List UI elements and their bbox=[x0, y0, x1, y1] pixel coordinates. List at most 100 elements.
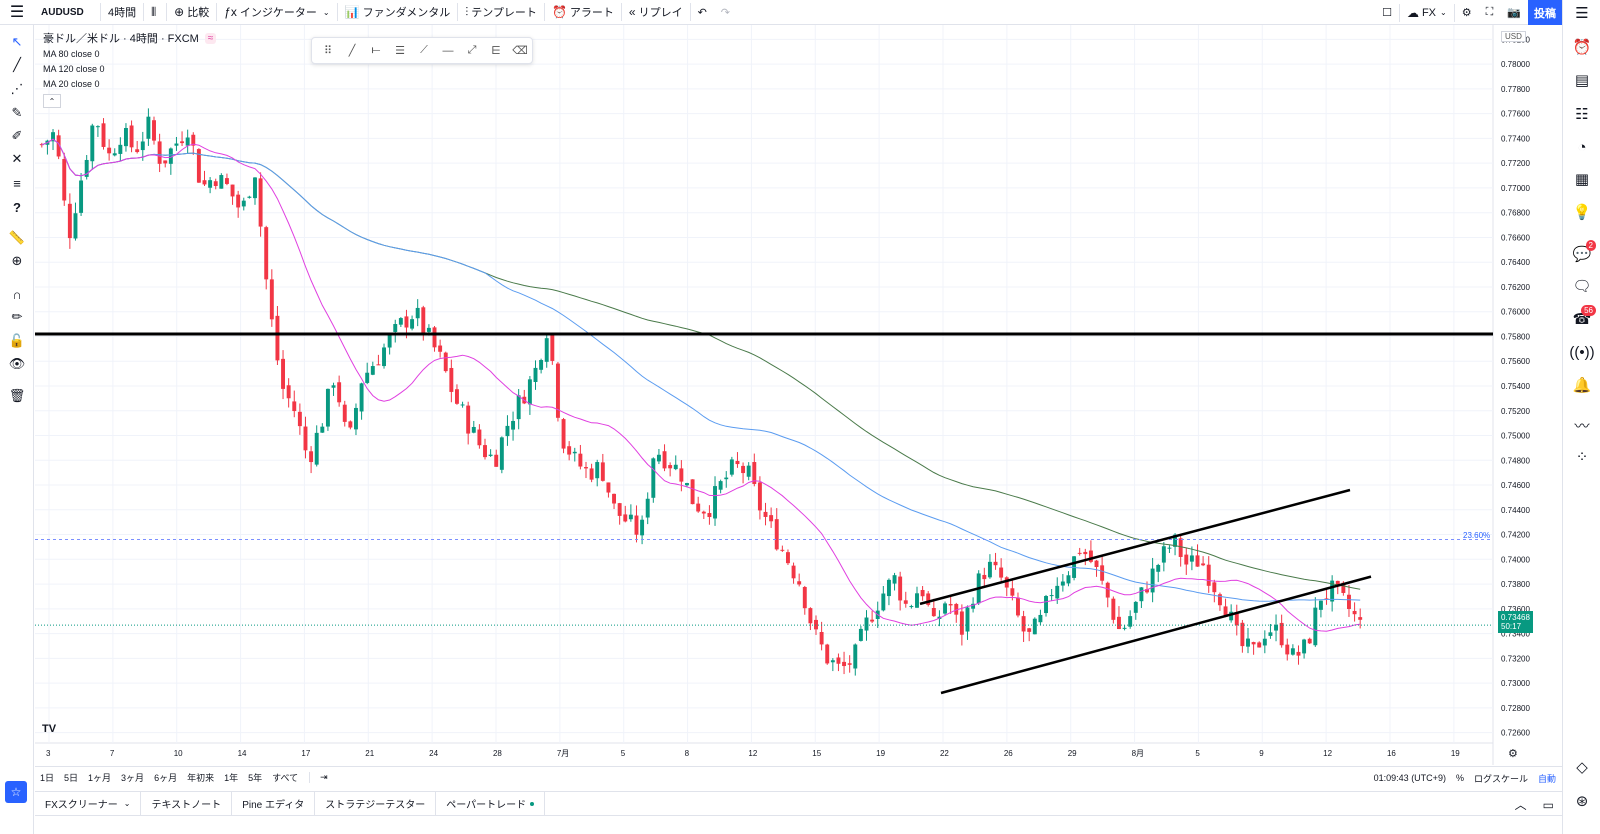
fundamentals-button[interactable]: 📊 ファンダメンタル bbox=[338, 0, 458, 25]
price-chart[interactable]: 0.782000.780000.778000.776000.774000.772… bbox=[35, 25, 1562, 765]
range-all[interactable]: すべて bbox=[272, 773, 299, 783]
indicators-button[interactable]: ƒx インジケーター ⌄ bbox=[217, 0, 336, 25]
candle-body bbox=[701, 511, 706, 514]
alerts-button[interactable]: ⏰ アラート bbox=[545, 0, 621, 25]
drag-handle-icon[interactable]: ⠿ bbox=[323, 45, 333, 57]
bell-icon[interactable]: 🔔 bbox=[1572, 377, 1592, 394]
range-ytd[interactable]: 年初来 bbox=[187, 773, 215, 783]
candle-body bbox=[892, 575, 897, 584]
fib-retracement-icon[interactable]: ⋰ bbox=[10, 81, 24, 96]
grid-dots-icon[interactable]: ⁘ bbox=[1575, 449, 1589, 466]
compare-button[interactable]: ⊕ 比較 bbox=[167, 0, 216, 25]
lock-icon[interactable]: 🔓 bbox=[8, 333, 26, 348]
ideas-stream-icon[interactable]: 💬 2 bbox=[1570, 240, 1596, 265]
candle-body bbox=[1066, 575, 1071, 584]
ma120-legend[interactable]: MA 120 close 0 bbox=[43, 64, 105, 74]
maximize-panel-icon[interactable]: ▭ bbox=[1542, 797, 1554, 812]
question-icon[interactable]: ? bbox=[13, 199, 21, 215]
chat-icon[interactable]: 🗨 bbox=[1572, 278, 1592, 295]
eye-icon[interactable]: 👁 bbox=[8, 356, 26, 371]
tab-paper-trading[interactable]: ペーパートレード bbox=[436, 791, 546, 816]
symbol-search[interactable]: AUDUSD bbox=[41, 6, 84, 18]
candle-body bbox=[1274, 624, 1279, 631]
chart-pane[interactable]: 0.782000.780000.778000.776000.774000.772… bbox=[35, 25, 1562, 765]
range-6m[interactable]: 6ヶ月 bbox=[154, 773, 178, 783]
trendline-icon[interactable]: ╱ bbox=[348, 45, 356, 57]
range-5d[interactable]: 5日 bbox=[64, 773, 79, 783]
redo-button[interactable]: ↷ bbox=[714, 0, 737, 25]
price-axis[interactable] bbox=[1493, 25, 1562, 765]
tab-text-notes[interactable]: テキストノート bbox=[141, 791, 233, 816]
horizontal-ray-icon[interactable]: ⟝ bbox=[371, 44, 381, 56]
hotlist-icon[interactable]: ◔ bbox=[1577, 138, 1587, 156]
currency-label[interactable]: USD bbox=[1501, 31, 1526, 42]
brush-icon[interactable]: ✎ bbox=[11, 105, 23, 120]
calendar-icon[interactable]: ▦ bbox=[1574, 171, 1590, 188]
ruler-icon[interactable]: 📏 bbox=[8, 230, 26, 245]
collapse-legend-icon[interactable]: ⌃ bbox=[43, 94, 61, 108]
collapse-panel-icon[interactable]: ︿ bbox=[1514, 798, 1527, 812]
range-1y[interactable]: 1年 bbox=[224, 773, 239, 783]
watchlist-star-icon[interactable]: ☆ bbox=[5, 781, 27, 803]
settings-button[interactable]: ⚙ bbox=[1455, 0, 1479, 25]
tab-fx-screener[interactable]: FXスクリーナー ⌄ bbox=[35, 791, 142, 816]
zoom-icon[interactable]: ⊕ bbox=[11, 253, 23, 268]
ma20-legend[interactable]: MA 20 close 0 bbox=[43, 79, 100, 89]
alarm-icon[interactable]: ⏰ bbox=[1572, 39, 1592, 56]
fullscreen-toggle[interactable]: ☐ bbox=[1375, 0, 1399, 25]
layers-icon[interactable]: ◇ bbox=[1576, 759, 1588, 776]
interval-button[interactable]: 4時間 bbox=[108, 7, 137, 19]
horizontal-line-icon[interactable]: — bbox=[442, 44, 454, 57]
trash-icon[interactable]: 🗑 bbox=[8, 388, 26, 403]
channel-lower-line[interactable] bbox=[940, 575, 1372, 695]
templates-button[interactable]: ⫶ テンプレート bbox=[458, 0, 544, 25]
range-1m[interactable]: 1ヶ月 bbox=[88, 773, 112, 783]
measure-lines-icon[interactable]: ≡ bbox=[13, 175, 21, 191]
range-3m[interactable]: 3ヶ月 bbox=[121, 773, 145, 783]
parallel-channel-icon[interactable]: ☰ bbox=[395, 45, 405, 57]
chart-style-button[interactable]: ⫴ bbox=[144, 0, 166, 25]
ray-icon[interactable]: ⟋ bbox=[420, 44, 428, 56]
ideas-lightbulb-icon[interactable]: 💡 bbox=[1572, 204, 1592, 221]
range-1d[interactable]: 1日 bbox=[40, 773, 55, 783]
percent-toggle[interactable]: % bbox=[1455, 773, 1464, 783]
clock[interactable]: 01:09:43 (UTC+9) bbox=[1373, 773, 1446, 783]
tab-pine-editor[interactable]: Pine エディタ bbox=[232, 791, 316, 816]
trend-chart-icon[interactable]: 〰 bbox=[1574, 417, 1590, 435]
tab-strategy-tester[interactable]: ストラテジーテスター bbox=[315, 791, 437, 816]
undo-button[interactable]: ↶ bbox=[691, 0, 714, 25]
log-scale-toggle[interactable]: ログスケール bbox=[1473, 773, 1528, 784]
trendline-icon[interactable]: ╱ bbox=[13, 57, 21, 72]
pen-icon[interactable]: ✐ bbox=[11, 128, 23, 143]
magnet-icon[interactable]: ∩ bbox=[12, 286, 22, 302]
extended-line-icon[interactable]: ⤢ bbox=[467, 44, 477, 56]
time-tick-label: 19 bbox=[1451, 749, 1460, 758]
lock-pencil-icon[interactable]: ✏ bbox=[11, 309, 23, 324]
goto-date-icon[interactable]: ⇥ bbox=[309, 772, 333, 783]
news-icon[interactable]: ▤ bbox=[1574, 72, 1590, 89]
cursor-icon[interactable]: ↖ bbox=[11, 34, 23, 49]
time-tick-label: 14 bbox=[238, 749, 247, 758]
help-icon[interactable]: ⊛ bbox=[1575, 793, 1589, 810]
eraser-icon[interactable]: ⌫ bbox=[512, 45, 528, 57]
streams-icon[interactable]: ☎ 56 bbox=[1570, 305, 1596, 330]
candle-body bbox=[814, 619, 818, 630]
channel-upper-line[interactable] bbox=[919, 488, 1351, 606]
fullscreen-button[interactable]: ⛶ bbox=[1479, 0, 1501, 25]
replay-button[interactable]: «リプレイ bbox=[622, 0, 690, 25]
range-5y[interactable]: 5年 bbox=[248, 773, 263, 783]
fib-channel-icon[interactable]: ⋿ bbox=[491, 45, 501, 57]
snapshot-button[interactable]: 📷 bbox=[1500, 0, 1528, 25]
watchlist-icon[interactable]: ☰ bbox=[1575, 5, 1589, 22]
axis-settings-gear-icon[interactable]: ⚙ bbox=[1508, 747, 1518, 760]
post-button[interactable]: 投稿 bbox=[1528, 0, 1562, 25]
data-window-icon[interactable]: ☷ bbox=[1575, 106, 1589, 123]
broadcast-icon[interactable]: ((•)) bbox=[1569, 343, 1595, 361]
auto-scale-toggle[interactable]: 自動 bbox=[1537, 773, 1556, 784]
candle-body bbox=[965, 607, 970, 632]
ma80-legend[interactable]: MA 80 close 0 bbox=[43, 49, 100, 59]
layout-button[interactable]: ☁ FX ⌄ bbox=[1400, 0, 1454, 25]
hamburger-menu-icon[interactable]: ☰ bbox=[9, 4, 25, 21]
pattern-icon[interactable]: ✕ bbox=[11, 151, 23, 166]
chevron-down-icon: ⌄ bbox=[1440, 8, 1447, 17]
